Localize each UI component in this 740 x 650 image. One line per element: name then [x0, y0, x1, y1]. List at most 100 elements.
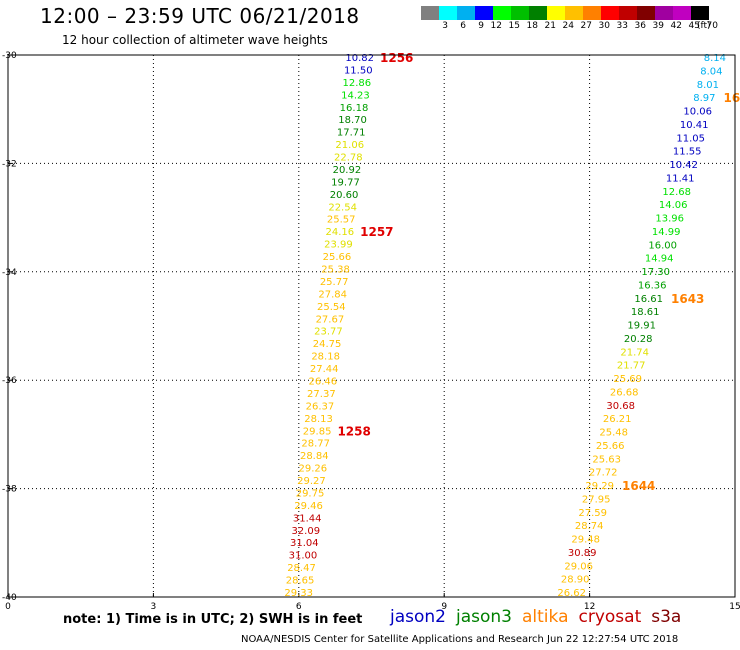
wave-height-value: 18.70: [338, 115, 367, 126]
wave-height-value: 29.29: [585, 481, 614, 492]
y-tick-label: -36: [2, 376, 17, 386]
wave-height-value: 21.77: [617, 361, 646, 372]
wave-height-value: 10.41: [680, 120, 709, 131]
wave-height-value: 8.01: [697, 80, 719, 91]
wave-height-value: 14.94: [645, 254, 674, 265]
legend-label: 12: [490, 21, 502, 31]
wave-height-value: 28.13: [304, 414, 333, 425]
legend-swatch: [511, 6, 529, 20]
satellite-label: jason2: [390, 607, 446, 627]
wave-height-value: 20.28: [624, 334, 653, 345]
legend-label: 27: [580, 21, 592, 31]
wave-height-value: 25.66: [323, 252, 352, 263]
wave-height-value: 8.04: [700, 66, 722, 77]
legend-label: 45: [688, 21, 700, 31]
wave-height-value: 24.75: [313, 339, 342, 350]
wave-height-value: 11.50: [344, 65, 373, 76]
wave-height-value: 28.84: [300, 451, 329, 462]
y-tick-label: -32: [2, 159, 17, 169]
legend-swatch: [439, 6, 457, 20]
y-tick-label: -40: [2, 593, 17, 603]
wave-height-value: 31.00: [289, 551, 318, 562]
wave-height-value: 10.82: [345, 53, 374, 64]
legend-label: 36: [634, 21, 646, 31]
satellite-legend: jason2 jason3 altika cryosat s3a: [390, 607, 691, 627]
wave-height-value: 28.47: [287, 563, 316, 574]
satellite-label: s3a: [651, 607, 682, 627]
time-label: 1257: [360, 225, 393, 239]
legend-swatch: [529, 6, 547, 20]
wave-height-value: 31.04: [290, 538, 319, 549]
legend-label: 15: [508, 21, 520, 31]
legend-swatch: [475, 6, 493, 20]
wave-height-value: 16.00: [648, 240, 677, 251]
legend-label: 30: [598, 21, 610, 31]
wave-height-value: 27.72: [589, 468, 618, 479]
legend-label: 18: [526, 21, 538, 31]
wave-height-value: 19.77: [331, 177, 360, 188]
wave-height-value: 29.75: [296, 488, 325, 499]
wave-height-value: 26.46: [308, 376, 337, 387]
legend-swatch: [493, 6, 511, 20]
wave-height-value: 27.44: [310, 364, 339, 375]
wave-height-value: 16.61: [634, 294, 663, 305]
wave-height-value: 29.33: [284, 588, 313, 599]
legend-swatch: [583, 6, 601, 20]
legend-label: 24: [562, 21, 574, 31]
wave-height-value: 18.61: [631, 307, 660, 318]
wave-height-value: 10.06: [683, 107, 712, 118]
wave-height-value: 27.84: [318, 289, 347, 300]
legend-swatch: [547, 6, 565, 20]
wave-height-value: 21.06: [335, 140, 364, 151]
page-title: 12:00 – 23:59 UTC 06/21/2018: [40, 4, 360, 28]
y-tick-label: -38: [2, 485, 17, 495]
time-label: 1256: [380, 51, 413, 65]
x-tick-label: 6: [296, 602, 302, 612]
wave-height-value: 29.27: [297, 476, 326, 487]
legend-swatch: [457, 6, 475, 20]
wave-height-value: 25.77: [320, 277, 349, 288]
legend-swatch: [655, 6, 673, 20]
wave-height-value: 23.99: [324, 240, 353, 251]
y-tick-label: -34: [2, 268, 17, 278]
time-label: 1643: [671, 292, 704, 306]
note-text: note: 1) Time is in UTC; 2) SWH is in fe…: [63, 612, 363, 627]
legend-swatch: [619, 6, 637, 20]
legend-swatch: [601, 6, 619, 20]
wave-height-value: 8.14: [704, 53, 726, 64]
legend-label: 39: [652, 21, 664, 31]
wave-height-value: 21.74: [620, 347, 649, 358]
wave-height-value: 13.96: [655, 214, 684, 225]
legend-swatch: [637, 6, 655, 20]
wave-height-value: 16.36: [638, 280, 667, 291]
x-tick-label: 3: [151, 602, 157, 612]
wave-height-value: 28.18: [311, 352, 340, 363]
x-tick-label: 0: [5, 602, 11, 612]
wave-height-value: 27.95: [582, 494, 611, 505]
legend-label: 70: [706, 21, 718, 31]
satellite-label: cryosat: [578, 607, 642, 627]
wave-height-value: 12.86: [343, 78, 372, 89]
legend-unit: (ft): [697, 21, 711, 31]
wave-height-value: 26.62: [557, 588, 586, 599]
satellite-label: jason3: [456, 607, 512, 627]
legend-label: 33: [616, 21, 628, 31]
legend-label: 9: [478, 21, 484, 31]
wave-height-value: 27.59: [578, 508, 607, 519]
wave-height-value: 22.78: [334, 153, 363, 164]
wave-height-value: 11.41: [666, 173, 695, 184]
wave-height-value: 28.74: [575, 521, 604, 532]
legend-swatch: [565, 6, 583, 20]
wave-height-value: 16.18: [340, 103, 369, 114]
footer-credit: NOAA/NESDIS Center for Satellite Applica…: [241, 634, 679, 645]
wave-height-value: 8.97: [693, 93, 715, 104]
wave-height-value: 14.99: [652, 227, 681, 238]
wave-height-value: 17.30: [641, 267, 670, 278]
wave-height-value: 27.37: [307, 389, 336, 400]
legend-swatch: [673, 6, 691, 20]
wave-height-value: 25.69: [613, 374, 642, 385]
y-tick-label: -30: [2, 51, 17, 61]
wave-height-value: 22.54: [328, 202, 357, 213]
wave-height-value: 24.16: [325, 227, 354, 238]
